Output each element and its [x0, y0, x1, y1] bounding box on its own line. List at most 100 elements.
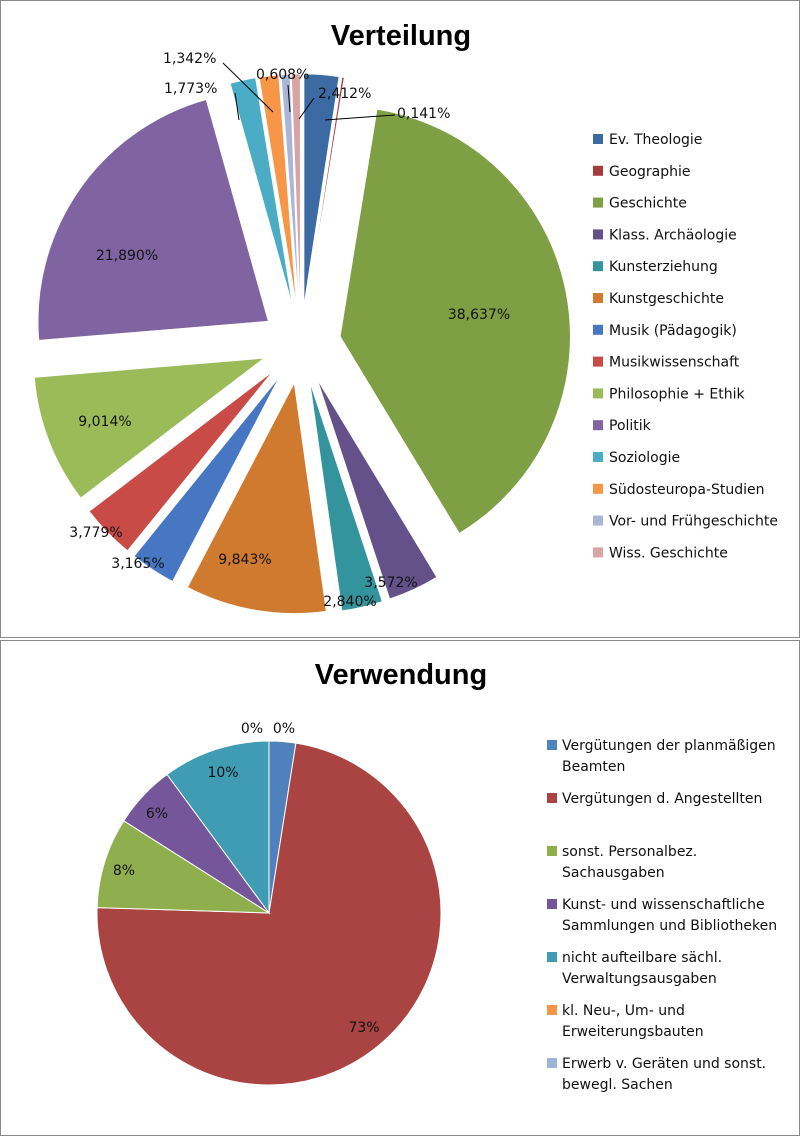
leader-line [324, 114, 396, 121]
legend-item: Kunsterziehung [593, 259, 718, 275]
legend-swatch [593, 293, 603, 303]
legend-label: Soziologie [609, 450, 680, 466]
pie-slice-musikwissenschaft [88, 371, 273, 551]
legend-label: kl. Neu-, Um- und [562, 1003, 685, 1019]
legend-swatch [547, 1005, 557, 1015]
legend-swatch [547, 952, 557, 962]
pie-slice-musik-padagogik [133, 377, 280, 582]
legend-label: Philosophie + Ethik [609, 386, 746, 402]
legend-label: Kunsterziehung [609, 259, 718, 275]
legend-swatch [593, 420, 603, 431]
data-label: 38,637% [448, 307, 510, 323]
data-label: 3,165% [111, 556, 164, 572]
legend-label: Kunstgeschichte [609, 291, 724, 307]
legend-label: Geschichte [609, 196, 687, 212]
legend-swatch [593, 261, 603, 272]
legend-item: Politik [593, 418, 652, 434]
pie-chart-verwendung: Verwendung 0% 73% 8% 6% 10% 0% Vergütungen der… [96, 659, 777, 1093]
legend-swatch [593, 388, 603, 399]
data-label: 9,843% [218, 552, 271, 568]
data-label: 1,773% [164, 81, 217, 97]
legend-label: nicht aufteilbare sächl. [562, 950, 722, 966]
pie-slice-sudosteuropa-studien [258, 74, 297, 305]
data-label: 0,608% [256, 67, 309, 83]
data-label: 10% [207, 765, 238, 781]
data-label: 21,890% [96, 248, 158, 264]
leader-line [287, 84, 291, 113]
pie-slice-geschichte [339, 109, 571, 534]
pie-slice-nicht-aufteilbare-sachl-verwaltungsausgaben [166, 740, 270, 915]
legend-item: kl. Neu-, Um- und Erweiterungsbauten [547, 1003, 704, 1040]
legend-label: Vergütungen der planmäßigen [562, 738, 776, 754]
legend-label: Geographie [609, 164, 691, 180]
pie-slice-vergutungen-d-angestellten [96, 742, 442, 1086]
pie-slice-wiss-geschichte [291, 73, 301, 305]
legend-label: Wiss. Geschichte [609, 545, 728, 561]
legend-swatch [593, 452, 603, 462]
data-labels: 2,412% 0,141% 38,637% 3,572% 2,840% 9,843% 3,1… [69, 51, 510, 610]
data-label: 0% [241, 721, 263, 737]
legend-label: Musik (Pädagogik) [609, 323, 737, 339]
pie-chart-verteilung: Verteilung 2,412% 0,141% 38,637% 3,572% 2,84… [34, 20, 778, 614]
legend: Ev. Theologie Geographie Geschichte Klass. … [593, 132, 778, 561]
legend-swatch [593, 229, 603, 240]
legend-label: Erwerb v. Geräten und sonst. [562, 1056, 766, 1072]
legend-item: Vergütungen der planmäßigen Beamten [547, 738, 776, 775]
legend-swatch [547, 846, 557, 856]
legend-swatch [593, 165, 603, 176]
pie-slices [34, 73, 571, 614]
data-label: 8% [113, 863, 135, 879]
legend-item: Geschichte [593, 196, 687, 212]
data-label: 2,412% [318, 86, 371, 102]
data-label: 0,141% [397, 106, 450, 122]
legend-label: Erweiterungsbauten [562, 1024, 704, 1040]
data-label: 3,572% [364, 575, 417, 591]
legend-item: Wiss. Geschichte [593, 545, 728, 561]
legend-item: sonst. Personalbez. Sachausgaben [547, 844, 697, 881]
legend-item: Kunst- und wissenschaftliche Sammlungen u… [547, 897, 777, 934]
legend-item: Südosteuropa-Studien [593, 482, 765, 498]
chart-panel-verwendung: Verwendung 0% 73% 8% 6% 10% 0% Vergütungen der… [0, 640, 800, 1136]
legend-item: Geographie [593, 164, 691, 180]
legend-label: Politik [609, 418, 652, 434]
leader-line [222, 62, 274, 113]
legend: Vergütungen der planmäßigenBeamtenVergüt… [547, 738, 777, 1093]
data-label: 1,342% [163, 51, 216, 67]
legend-item: Vergütungen d. Angestellten [547, 791, 762, 807]
chart-title: Verteilung [331, 20, 471, 52]
legend-swatch [547, 740, 557, 750]
legend-item: Klass. Archäologie [593, 227, 737, 243]
legend-label: Ev. Theologie [609, 132, 702, 148]
legend-item: Ev. Theologie [593, 132, 702, 148]
legend-label: Beamten [562, 759, 625, 775]
legend-label: Klass. Archäologie [609, 227, 737, 243]
legend-swatch [547, 899, 557, 909]
data-label: 3,779% [69, 525, 122, 541]
pie-slice-klass-archaologie [317, 380, 438, 600]
legend-item: Vor- und Frühgeschichte [593, 514, 778, 530]
pie-slice-vor-und-fruhgeschichte [280, 73, 300, 305]
pie-slice-ev-theologie [303, 73, 340, 305]
legend-swatch [593, 483, 603, 494]
pie-slice-kunstgeschichte [187, 382, 327, 614]
data-label: 2,840% [323, 594, 376, 610]
legend-swatch [593, 134, 603, 144]
pie-slice-soziologie [229, 77, 293, 306]
legend-swatch [593, 356, 603, 367]
legend-label: Musikwissenschaft [609, 355, 740, 371]
legend-swatch [593, 515, 603, 526]
pie-slice-sonst-personalbez-sachausgaben [96, 820, 271, 914]
pie-slice-geographie [306, 76, 345, 305]
data-label: 9,014% [78, 414, 131, 430]
legend-item: Philosophie + Ethik [593, 386, 746, 402]
chart-title: Verwendung [315, 659, 487, 691]
legend-item: Soziologie [593, 450, 680, 466]
legend-label: Sachausgaben [562, 865, 665, 881]
data-labels: 0% 73% 8% 6% 10% 0% [113, 721, 380, 1036]
chart-panel-verteilung: Verteilung 2,412% 0,141% 38,637% 3,572% 2,84… [0, 0, 800, 638]
legend-label: Vergütungen d. Angestellten [562, 791, 762, 807]
pie-slices [96, 740, 442, 1086]
legend-swatch [593, 324, 603, 335]
legend-item: Musikwissenschaft [593, 355, 740, 371]
legend-item: Erwerb v. Geräten und sonst. bewegl. Sach… [547, 1056, 766, 1093]
